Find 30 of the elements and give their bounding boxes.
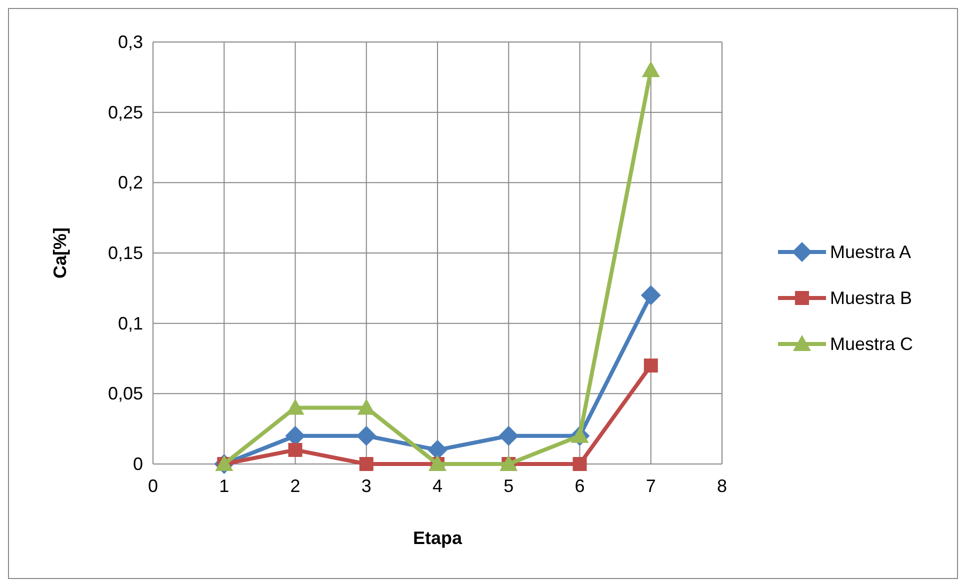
x-tick-label: 3 <box>361 476 372 496</box>
x-tick-label: 1 <box>219 476 230 496</box>
x-tick-label: 5 <box>504 476 514 496</box>
legend-label: Muestra A <box>830 242 912 262</box>
x-tick-label: 6 <box>574 476 585 496</box>
y-tick-label: 0,3 <box>118 32 143 52</box>
y-tick-label: 0,1 <box>118 313 143 334</box>
point <box>357 398 376 415</box>
y-tick-label: 0,15 <box>108 243 143 263</box>
x-tick-label: 4 <box>432 476 443 496</box>
point <box>356 426 376 446</box>
point <box>572 457 587 471</box>
x-axis-title: Etapa <box>412 528 463 548</box>
legend-label: Muestra B <box>830 288 912 308</box>
x-tick-label: 0 <box>148 476 158 496</box>
legend-label: Muestra C <box>830 334 914 354</box>
point <box>640 285 661 306</box>
y-tick-label: 0,05 <box>108 384 143 404</box>
point <box>644 358 658 373</box>
point <box>498 426 519 446</box>
x-tick-label: 7 <box>646 476 656 496</box>
y-tick-label: 0 <box>132 454 143 474</box>
point <box>359 457 374 471</box>
y-tick-label: 0,2 <box>118 172 143 193</box>
x-tick-label: 8 <box>716 476 728 496</box>
point <box>288 442 302 457</box>
y-axis-title: Ca[%] <box>50 227 70 279</box>
y-tick-label: 0,25 <box>108 102 143 122</box>
x-tick-label: 2 <box>290 476 300 496</box>
point <box>642 61 660 78</box>
